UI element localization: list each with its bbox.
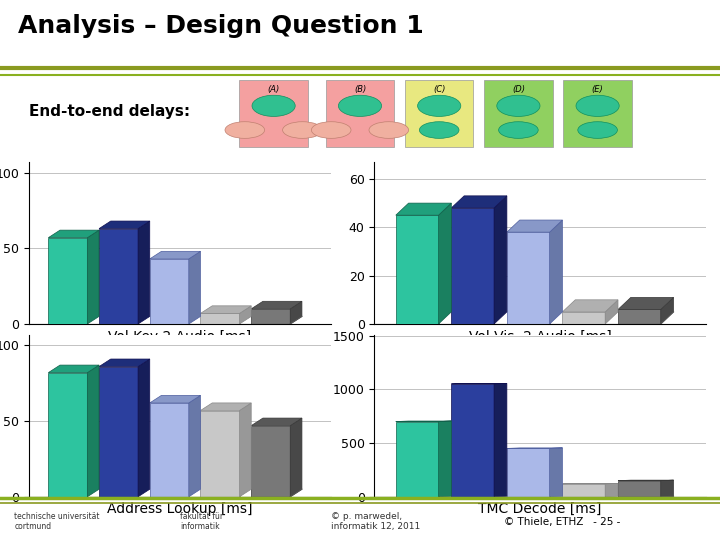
FancyBboxPatch shape (563, 80, 632, 147)
Ellipse shape (498, 122, 538, 138)
Polygon shape (606, 300, 618, 324)
Polygon shape (438, 421, 451, 497)
Bar (396, 422, 438, 497)
Bar (251, 309, 290, 324)
Polygon shape (290, 301, 302, 324)
Ellipse shape (578, 122, 618, 138)
Ellipse shape (576, 95, 619, 117)
Ellipse shape (497, 95, 540, 117)
Polygon shape (189, 251, 200, 324)
Polygon shape (99, 359, 150, 367)
Ellipse shape (225, 122, 265, 138)
FancyBboxPatch shape (405, 80, 474, 147)
Bar (562, 312, 606, 324)
Polygon shape (438, 203, 451, 324)
X-axis label: TMC Decode [ms]: TMC Decode [ms] (478, 502, 602, 516)
Polygon shape (251, 418, 302, 426)
Text: © Thiele, ETHZ   - 25 -: © Thiele, ETHZ - 25 - (504, 517, 621, 527)
Bar (451, 384, 494, 497)
Polygon shape (507, 220, 562, 232)
Bar (507, 232, 549, 324)
Polygon shape (661, 480, 673, 497)
Bar (200, 313, 240, 324)
Polygon shape (290, 418, 302, 497)
Bar (562, 484, 606, 497)
Polygon shape (138, 359, 150, 497)
X-axis label: Address Lookup [ms]: Address Lookup [ms] (107, 502, 253, 516)
Polygon shape (494, 196, 507, 324)
Bar (99, 228, 138, 324)
Text: (D): (D) (512, 85, 525, 93)
Bar (48, 238, 87, 324)
FancyBboxPatch shape (484, 80, 553, 147)
Polygon shape (562, 300, 618, 312)
Ellipse shape (369, 122, 409, 138)
Polygon shape (150, 395, 200, 403)
Polygon shape (189, 395, 200, 497)
Text: Analysis – Design Question 1: Analysis – Design Question 1 (18, 14, 424, 38)
Polygon shape (48, 230, 99, 238)
Polygon shape (494, 383, 507, 497)
Ellipse shape (338, 95, 382, 117)
Text: © p. marwedel,
informatik 12, 2011: © p. marwedel, informatik 12, 2011 (331, 512, 420, 531)
Ellipse shape (282, 122, 323, 138)
Polygon shape (87, 365, 99, 497)
Polygon shape (251, 301, 302, 309)
Bar (396, 215, 438, 324)
Polygon shape (396, 203, 451, 215)
Text: End-to-end delays:: End-to-end delays: (29, 104, 190, 119)
Ellipse shape (311, 122, 351, 138)
Polygon shape (451, 196, 507, 208)
Text: technische universität
cortmund: technische universität cortmund (14, 512, 100, 531)
Text: (B): (B) (354, 85, 366, 93)
Bar (451, 208, 494, 324)
Bar (251, 426, 290, 497)
Ellipse shape (419, 122, 459, 138)
Polygon shape (200, 306, 251, 313)
Polygon shape (661, 298, 673, 324)
X-axis label: Vol Key 2 Audio [ms]: Vol Key 2 Audio [ms] (109, 329, 251, 343)
Text: (A): (A) (267, 85, 280, 93)
Polygon shape (138, 221, 150, 324)
Polygon shape (87, 230, 99, 324)
Text: (C): (C) (433, 85, 446, 93)
Polygon shape (240, 306, 251, 324)
Text: (E): (E) (592, 85, 603, 93)
Text: fakultät für
informatik: fakultät für informatik (180, 512, 223, 531)
Ellipse shape (418, 95, 461, 117)
Polygon shape (549, 448, 562, 497)
Bar (618, 481, 661, 497)
Bar (618, 309, 661, 324)
Polygon shape (150, 251, 200, 259)
FancyBboxPatch shape (325, 80, 395, 147)
Bar (150, 403, 189, 497)
FancyBboxPatch shape (239, 80, 308, 147)
Polygon shape (99, 221, 150, 228)
Bar (99, 367, 138, 497)
Polygon shape (618, 298, 673, 309)
Polygon shape (240, 403, 251, 497)
Polygon shape (200, 403, 251, 410)
Polygon shape (549, 220, 562, 324)
Bar (48, 373, 87, 497)
Polygon shape (48, 365, 99, 373)
Bar (507, 448, 549, 497)
Bar (200, 410, 240, 497)
X-axis label: Vol Vis. 2 Audio [ms]: Vol Vis. 2 Audio [ms] (469, 329, 611, 343)
Polygon shape (606, 483, 618, 497)
Bar (150, 259, 189, 324)
Ellipse shape (252, 95, 295, 117)
